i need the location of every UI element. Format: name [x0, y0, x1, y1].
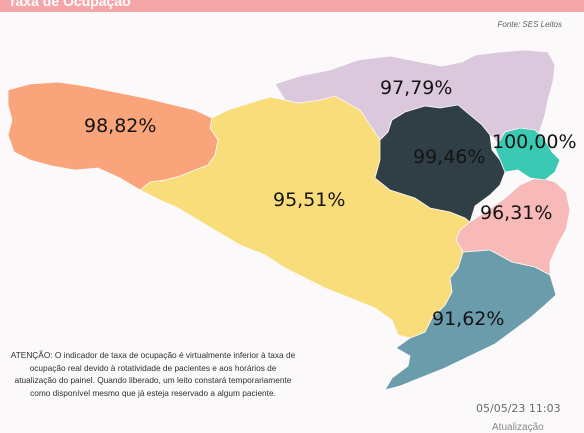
label-planalto-norte: 97,79% [380, 77, 452, 99]
source-note: Fonte: SES Leitos [497, 20, 562, 29]
region-foz-itajai[interactable] [494, 127, 561, 181]
update-label: Atualização [492, 422, 544, 433]
label-vale-itajai: 99,46% [413, 146, 485, 168]
region-oeste[interactable] [7, 81, 219, 191]
header-bar: Taxa de Ocupação [0, 0, 584, 12]
label-grande-florianopolis: 96,31% [480, 202, 552, 224]
header-title: Taxa de Ocupação [8, 0, 131, 9]
region-vale-itajai[interactable] [374, 104, 506, 223]
label-foz-itajai: 100,00% [492, 131, 577, 153]
label-meio-oeste-serra: 95,51% [273, 189, 345, 211]
update-timestamp: 05/05/23 11:03 [476, 402, 561, 415]
label-sul: 91,62% [432, 308, 504, 330]
label-oeste: 98,82% [84, 115, 156, 137]
attention-notice: ATENÇÃO: O indicador de taxa de ocupação… [10, 350, 296, 398]
